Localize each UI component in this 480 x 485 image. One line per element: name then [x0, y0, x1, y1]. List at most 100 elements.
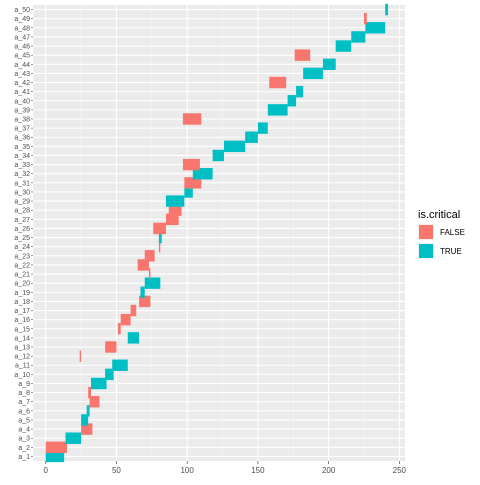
task-bar: [257, 122, 268, 134]
task-bar: [153, 222, 166, 235]
y-axis-tick-labels: a_1 a_2 a_3 a_4 a_5 a_6 a_7 a_8 a_9 a_10 a_11 a_12 a…: [14, 7, 33, 461]
task-bar: [267, 104, 288, 116]
y-tick-label: a_9: [18, 381, 30, 388]
task-bar: [385, 3, 389, 16]
task-bar: [165, 195, 185, 207]
task-bar: [269, 76, 287, 89]
y-tick-label: a_45: [14, 53, 30, 60]
y-tick-label: a_19: [14, 290, 30, 297]
legend-key-swatch: [419, 244, 433, 258]
y-tick-label: a_47: [14, 34, 30, 41]
y-tick-label: a_1: [18, 454, 30, 461]
task-bar: [245, 131, 258, 143]
y-tick-label: a_3: [18, 436, 30, 443]
legend-entry-label: FALSE: [440, 228, 465, 237]
task-bar: [168, 204, 182, 216]
task-bar: [165, 213, 179, 226]
task-bar: [192, 168, 213, 180]
task-bar: [158, 240, 161, 253]
task-bar: [65, 432, 82, 444]
y-tick-label: a_16: [14, 317, 30, 324]
y-tick-label: a_35: [14, 144, 30, 151]
task-bar: [287, 95, 297, 107]
task-bar: [140, 286, 145, 298]
task-bar: [90, 377, 107, 390]
task-bar: [117, 323, 121, 335]
task-bar: [335, 40, 352, 52]
y-tick-label: a_39: [14, 107, 30, 114]
y-tick-label: a_8: [18, 390, 30, 397]
x-tick-label: 150: [251, 466, 265, 475]
y-tick-label: a_17: [14, 308, 30, 315]
legend: is.critical FALSE TRUE: [418, 209, 465, 259]
task-bar: [148, 268, 151, 280]
task-bar: [212, 149, 224, 162]
task-bar: [45, 441, 67, 454]
task-bar: [322, 58, 336, 70]
y-tick-label: a_42: [14, 80, 30, 87]
y-tick-label: a_7: [18, 399, 30, 406]
y-tick-label: a_41: [14, 89, 30, 96]
legend-entry-label: TRUE: [440, 247, 462, 256]
y-tick-label: a_24: [14, 244, 30, 251]
x-axis-tick-labels: 0 50 100 150 200 250: [44, 461, 407, 475]
y-tick-label: a_48: [14, 25, 30, 32]
grid-lines: [33, 5, 405, 461]
y-tick-label: a_38: [14, 117, 30, 124]
task-bar: [112, 359, 128, 371]
x-tick-label: 200: [322, 466, 336, 475]
x-tick-label: 100: [180, 466, 194, 475]
y-tick-label: a_6: [18, 408, 30, 415]
y-tick-label: a_5: [18, 417, 30, 424]
y-tick-label: a_46: [14, 44, 30, 51]
task-bar: [144, 250, 155, 262]
y-tick-label: a_43: [14, 71, 30, 78]
y-tick-label: a_12: [14, 354, 30, 361]
y-tick-label: a_29: [14, 199, 30, 206]
y-tick-label: a_44: [14, 62, 30, 69]
task-bar: [184, 186, 193, 198]
y-tick-label: a_21: [14, 272, 30, 279]
task-bar: [365, 22, 386, 34]
task-bar: [182, 158, 200, 171]
task-bar: [139, 295, 151, 308]
task-bar: [144, 277, 161, 289]
task-bar: [303, 67, 323, 80]
task-bar: [79, 350, 82, 362]
task-bar: [127, 332, 140, 344]
task-bar: [86, 405, 90, 417]
y-tick-label: a_14: [14, 335, 30, 342]
task-bar: [223, 140, 246, 153]
y-tick-label: a_22: [14, 262, 30, 269]
y-tick-label: a_18: [14, 299, 30, 306]
task-bar: [105, 368, 114, 381]
y-tick-label: a_4: [18, 427, 30, 434]
y-tick-label: a_10: [14, 372, 30, 379]
y-tick-label: a_37: [14, 126, 30, 133]
y-tick-label: a_40: [14, 98, 30, 105]
y-tick-label: a_27: [14, 217, 30, 224]
y-tick-label: a_13: [14, 345, 30, 352]
x-tick-label: 250: [393, 466, 407, 475]
task-bar: [89, 396, 100, 408]
y-tick-label: a_34: [14, 153, 30, 160]
task-bar: [81, 423, 93, 435]
task-bar: [120, 313, 131, 326]
task-bar: [351, 31, 366, 43]
y-tick-label: a_50: [14, 7, 30, 14]
task-bar: [294, 49, 311, 61]
y-tick-label: a_26: [14, 226, 30, 233]
y-tick-label: a_30: [14, 189, 30, 196]
y-tick-label: a_11: [15, 363, 30, 370]
task-bar: [296, 85, 304, 98]
y-tick-label: a_36: [14, 135, 30, 142]
y-tick-label: a_31: [14, 180, 30, 187]
task-bar: [137, 259, 149, 271]
legend-key-swatch: [419, 225, 433, 239]
y-tick-label: a_32: [14, 171, 30, 178]
x-tick-label: 0: [44, 466, 49, 475]
task-bar: [105, 341, 117, 353]
y-tick-label: a_25: [14, 235, 30, 242]
